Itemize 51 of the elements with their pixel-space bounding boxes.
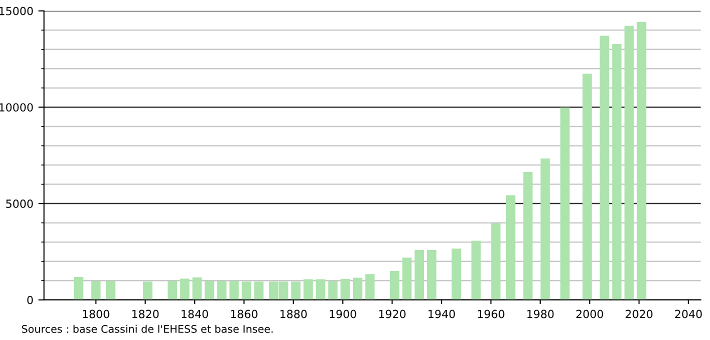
x-tick-label: 1940	[428, 310, 455, 318]
x-tick-label: 1880	[280, 310, 307, 318]
bar	[491, 223, 501, 300]
bar	[540, 158, 550, 300]
source-note: Sources : base Cassini de l'EHESS et base Insee.	[22, 324, 273, 333]
y-tick-label: 5000	[6, 200, 33, 208]
x-tick-label: 1920	[379, 310, 406, 318]
bar	[506, 195, 516, 300]
bar	[340, 278, 350, 300]
y-tick-label: 0	[27, 296, 33, 304]
bar	[523, 172, 533, 300]
bar	[390, 270, 400, 300]
bar	[636, 22, 646, 300]
x-tick-label: 1800	[82, 310, 110, 318]
bar	[106, 281, 116, 300]
bar	[328, 281, 338, 300]
bar	[352, 278, 362, 300]
x-tick-label: 1860	[231, 310, 258, 318]
bar	[316, 279, 326, 300]
bar	[304, 279, 313, 300]
bar	[192, 277, 202, 300]
bar	[254, 282, 264, 300]
bar	[560, 108, 570, 300]
bar	[414, 250, 424, 300]
bar	[168, 281, 178, 300]
bar	[471, 240, 481, 300]
bar	[143, 282, 152, 300]
bar	[217, 281, 226, 300]
x-tick-label: 1960	[478, 310, 504, 318]
x-tick-label: 1900	[330, 310, 356, 318]
x-tick-label: 2000	[576, 310, 604, 318]
bar	[229, 281, 239, 300]
bar	[180, 278, 190, 300]
x-tick-label: 2020	[626, 310, 652, 318]
bar	[582, 74, 592, 300]
bar	[242, 282, 252, 300]
bar	[291, 282, 301, 300]
bar	[204, 280, 214, 300]
x-tick-label: 1820	[132, 310, 159, 318]
bar	[600, 36, 610, 300]
bar	[624, 26, 634, 300]
x-tick-label: 1980	[527, 310, 554, 318]
bar	[91, 281, 101, 300]
bar	[402, 258, 412, 300]
x-tick-label: 2040	[675, 310, 702, 318]
bar	[426, 250, 436, 300]
bar	[74, 276, 84, 300]
bar	[612, 44, 622, 300]
x-tick-label: 1840	[182, 310, 208, 318]
bar	[365, 274, 375, 300]
bar	[452, 248, 462, 300]
